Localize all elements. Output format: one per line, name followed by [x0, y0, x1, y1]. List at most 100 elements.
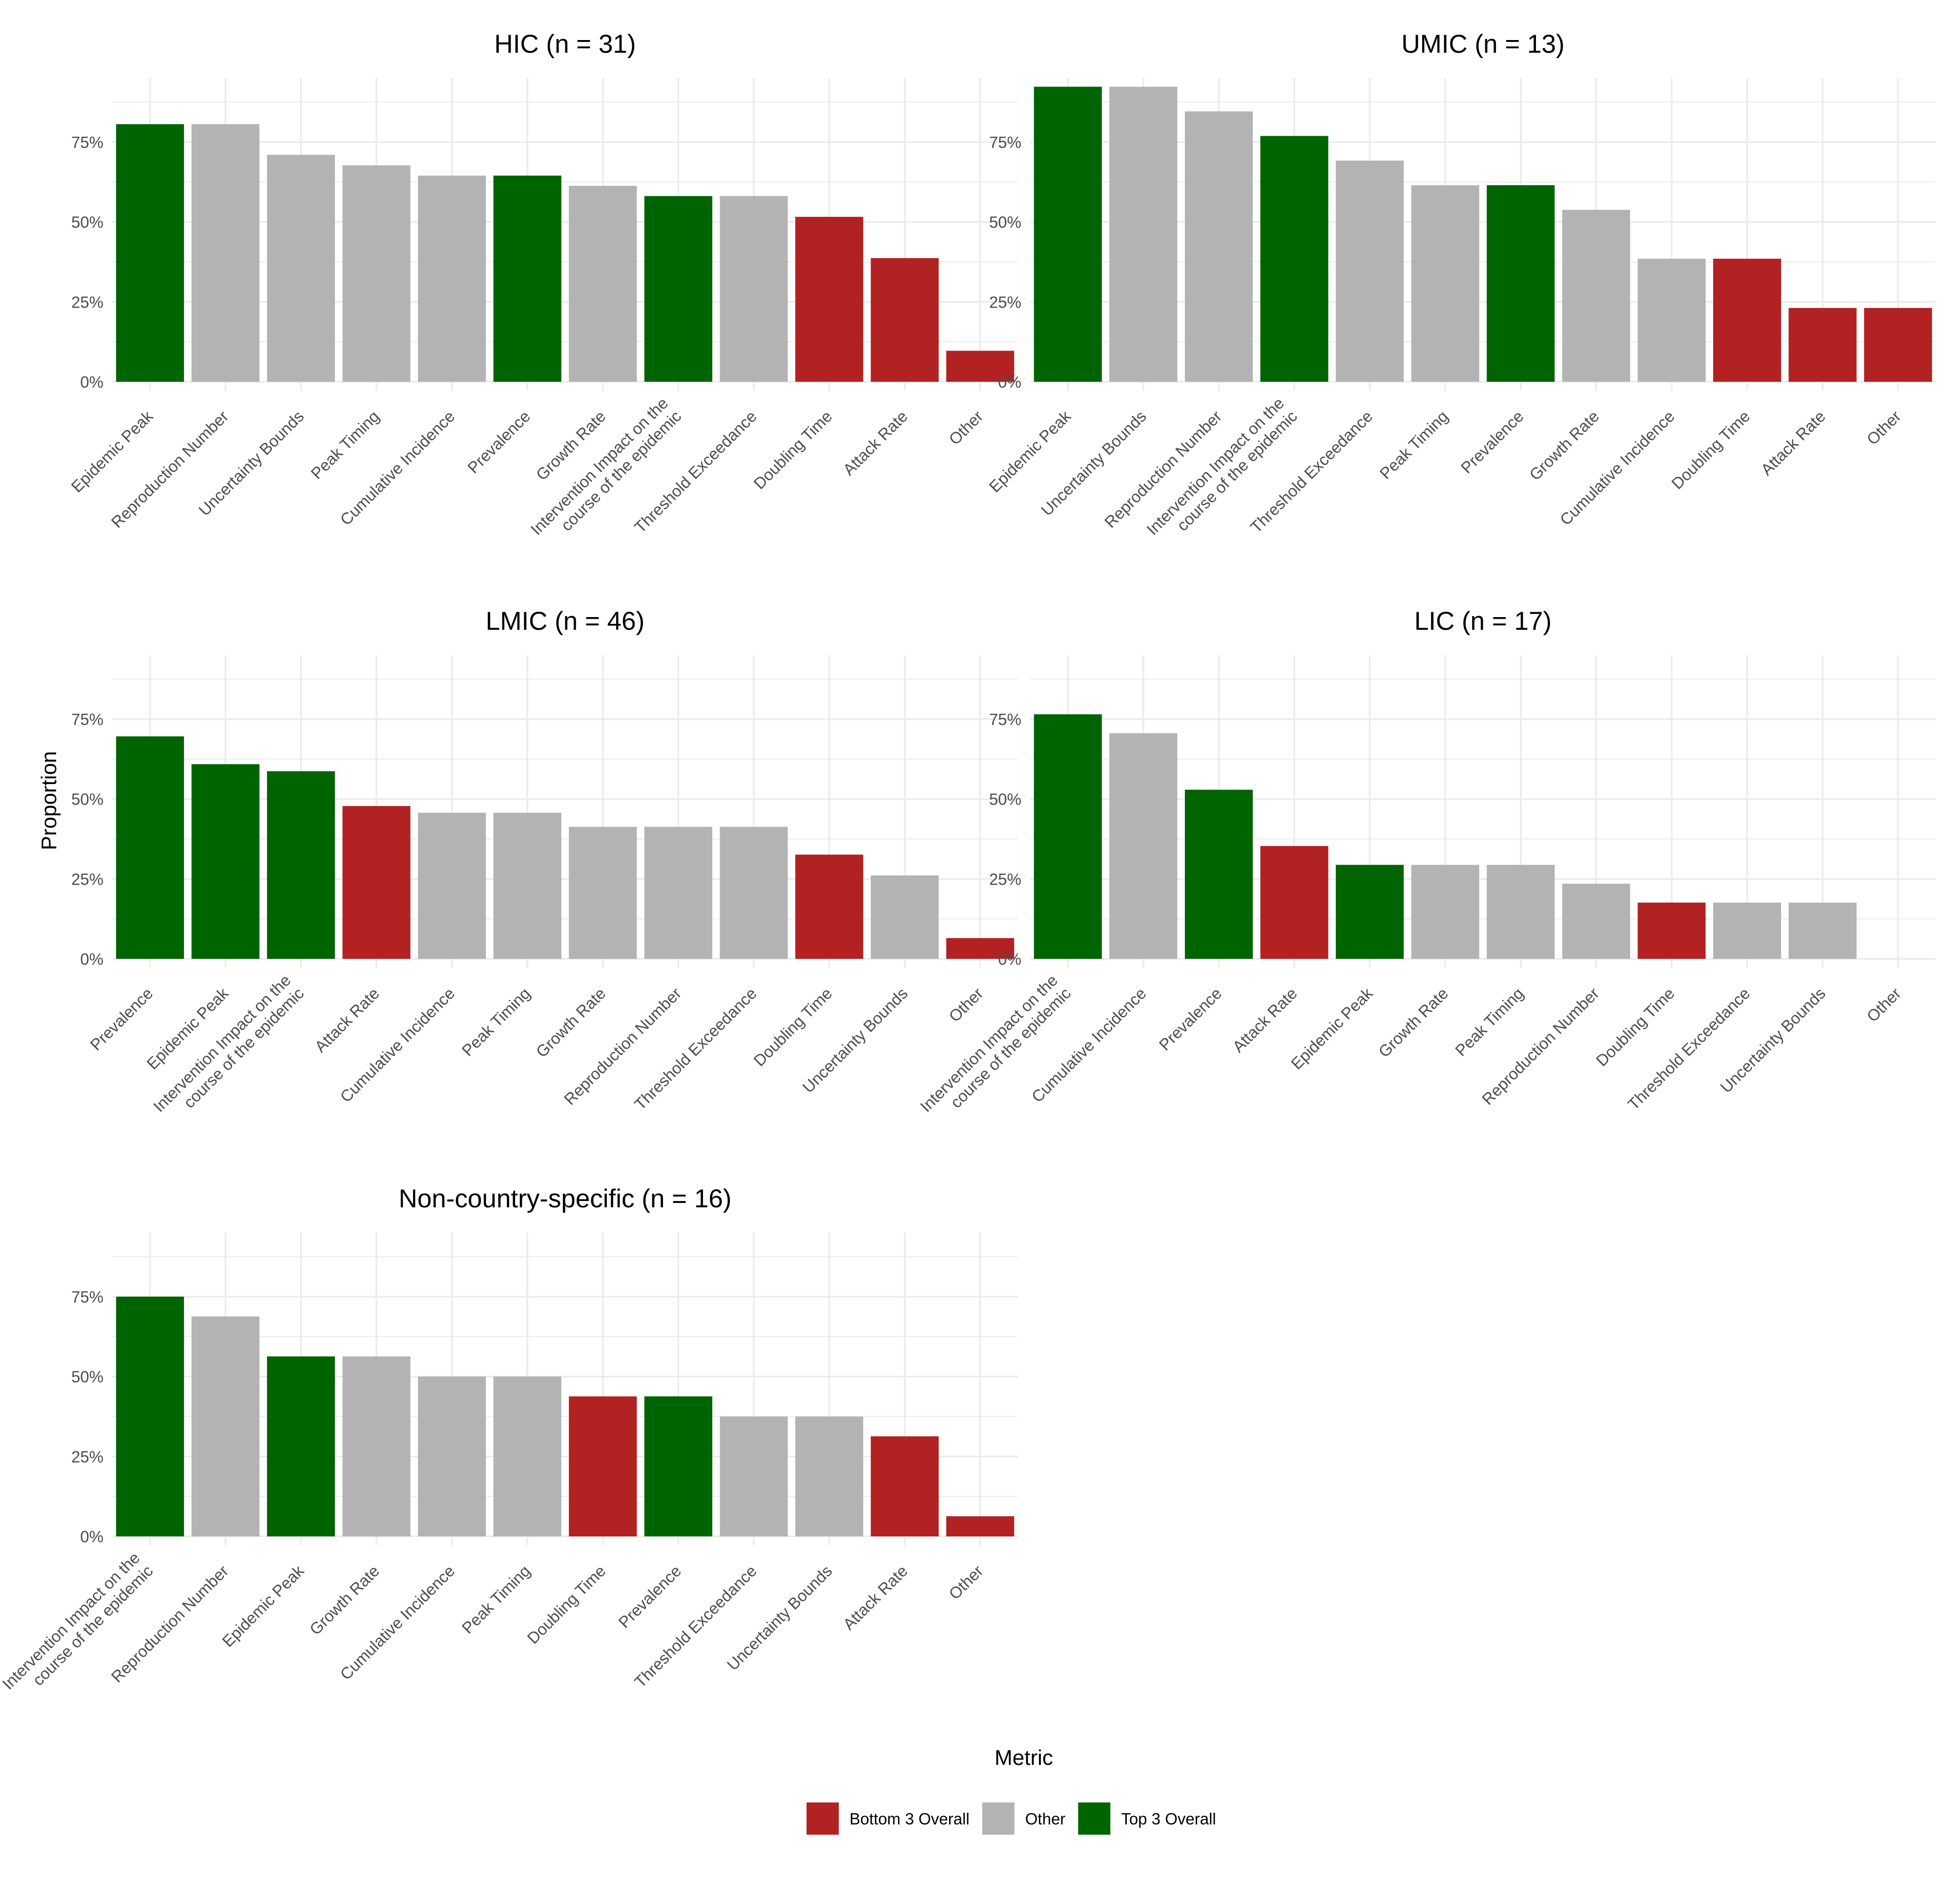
- bar: [1788, 902, 1857, 959]
- y-tick-label: 25%: [71, 293, 104, 311]
- bar: [1487, 185, 1555, 382]
- x-tick-label: Doubling Time: [1668, 407, 1753, 493]
- bar: [1336, 865, 1404, 959]
- panel-title: UMIC (n = 13): [1401, 30, 1564, 59]
- panel-title: LMIC (n = 46): [486, 607, 644, 636]
- bar: [116, 736, 184, 959]
- bar: [493, 175, 561, 382]
- bar: [1336, 160, 1404, 382]
- bar: [720, 196, 788, 382]
- bar: [1637, 902, 1706, 959]
- bar: [870, 875, 939, 959]
- x-tick-label: Prevalence: [86, 984, 156, 1054]
- bar: [1864, 308, 1932, 382]
- bar: [1034, 714, 1102, 959]
- legend-title: Metric: [995, 1746, 1053, 1770]
- x-tick-label: Attack Rate: [1757, 407, 1829, 479]
- bar: [644, 827, 712, 959]
- x-tick-label: Growth Rate: [306, 1562, 383, 1638]
- chart-panel: 0% 25% 50% 75% Intervention Impact on thecou…: [916, 607, 1936, 1129]
- x-tick-label: Prevalence: [1155, 984, 1225, 1054]
- chart-panel: 0% 25% 50% 75% Intervention Impact on thecou…: [0, 1184, 1018, 1706]
- bar: [267, 155, 335, 382]
- bar: [795, 1416, 864, 1536]
- x-tick-label: Prevalence: [615, 1562, 684, 1632]
- x-tick-label: Other: [945, 407, 987, 449]
- bar: [720, 827, 788, 959]
- x-tick-label: Attack Rate: [839, 407, 911, 479]
- bar: [1637, 258, 1706, 382]
- x-tick-label: Other: [1863, 984, 1905, 1026]
- legend-key: [1078, 1802, 1111, 1835]
- x-tick-label: Threshold Exceedance: [1624, 984, 1754, 1114]
- legend-key: [982, 1802, 1015, 1835]
- bar: [191, 124, 260, 382]
- bar: [1562, 209, 1630, 382]
- bar: [795, 854, 864, 959]
- x-tick-label: Intervention Impact on thecourse of the …: [0, 1549, 156, 1706]
- legend-label: Bottom 3 Overall: [850, 1810, 970, 1828]
- y-axis-title: Proportion: [37, 751, 61, 850]
- bar: [191, 1316, 260, 1536]
- x-tick-label: Prevalence: [1457, 407, 1527, 477]
- x-tick-label: Growth Rate: [533, 984, 609, 1061]
- y-tick-label: 25%: [71, 1448, 104, 1466]
- bar: [1109, 733, 1178, 959]
- bar: [946, 1516, 1015, 1536]
- y-tick-label: 50%: [71, 213, 104, 231]
- bar: [1260, 136, 1328, 382]
- panel-title: LIC (n = 17): [1414, 607, 1552, 636]
- y-tick-label: 0%: [80, 1528, 104, 1546]
- x-tick-label: Other: [1863, 407, 1905, 449]
- y-tick-label: 0%: [80, 950, 104, 968]
- x-tick-label: Epidemic Peak: [1287, 984, 1376, 1073]
- bar: [1411, 185, 1479, 382]
- bar: [1788, 308, 1857, 382]
- bar: [342, 165, 411, 382]
- bar: [1713, 902, 1782, 959]
- y-tick-label: 75%: [989, 710, 1021, 728]
- bar: [493, 812, 561, 959]
- bar: [418, 812, 486, 959]
- bar: [870, 1436, 939, 1536]
- bar: [1260, 846, 1328, 959]
- y-tick-label: 75%: [71, 710, 104, 728]
- bar: [795, 217, 864, 382]
- x-tick-label: Intervention Impact on thecourse of the …: [916, 971, 1074, 1129]
- bar: [946, 938, 1015, 959]
- y-tick-label: 25%: [989, 293, 1021, 311]
- legend-label: Top 3 Overall: [1121, 1810, 1216, 1828]
- y-tick-label: 75%: [71, 1288, 104, 1306]
- y-tick-label: 50%: [71, 790, 104, 808]
- y-tick-label: 75%: [989, 133, 1021, 151]
- bar: [191, 764, 260, 959]
- x-tick-label: Attack Rate: [1229, 984, 1301, 1056]
- x-tick-label: Doubling Time: [523, 1562, 609, 1647]
- x-tick-label: Peak Timing: [307, 407, 383, 483]
- legend-key: [807, 1802, 839, 1835]
- y-tick-label: 75%: [71, 133, 104, 151]
- bar: [569, 1396, 637, 1536]
- x-tick-label: Threshold Exceedance: [631, 1562, 760, 1691]
- bar: [946, 351, 1015, 382]
- bar: [493, 1376, 561, 1536]
- x-tick-label: Doubling Time: [750, 984, 835, 1070]
- panel-title: HIC (n = 31): [494, 30, 636, 59]
- x-tick-label: Peak Timing: [458, 1562, 534, 1637]
- y-tick-label: 25%: [71, 870, 104, 888]
- bar: [342, 1356, 411, 1536]
- legend: Bottom 3 Overall Other Top 3 Overall: [807, 1802, 1216, 1835]
- bar: [342, 806, 411, 959]
- x-tick-label: Growth Rate: [1526, 407, 1602, 484]
- bar: [569, 827, 637, 959]
- y-tick-label: 50%: [989, 790, 1021, 808]
- bar: [116, 1296, 184, 1536]
- bar: [1562, 884, 1630, 959]
- panel-title: Non-country-specific (n = 16): [399, 1184, 732, 1213]
- x-tick-label: Other: [945, 984, 987, 1026]
- y-tick-label: 50%: [71, 1368, 104, 1386]
